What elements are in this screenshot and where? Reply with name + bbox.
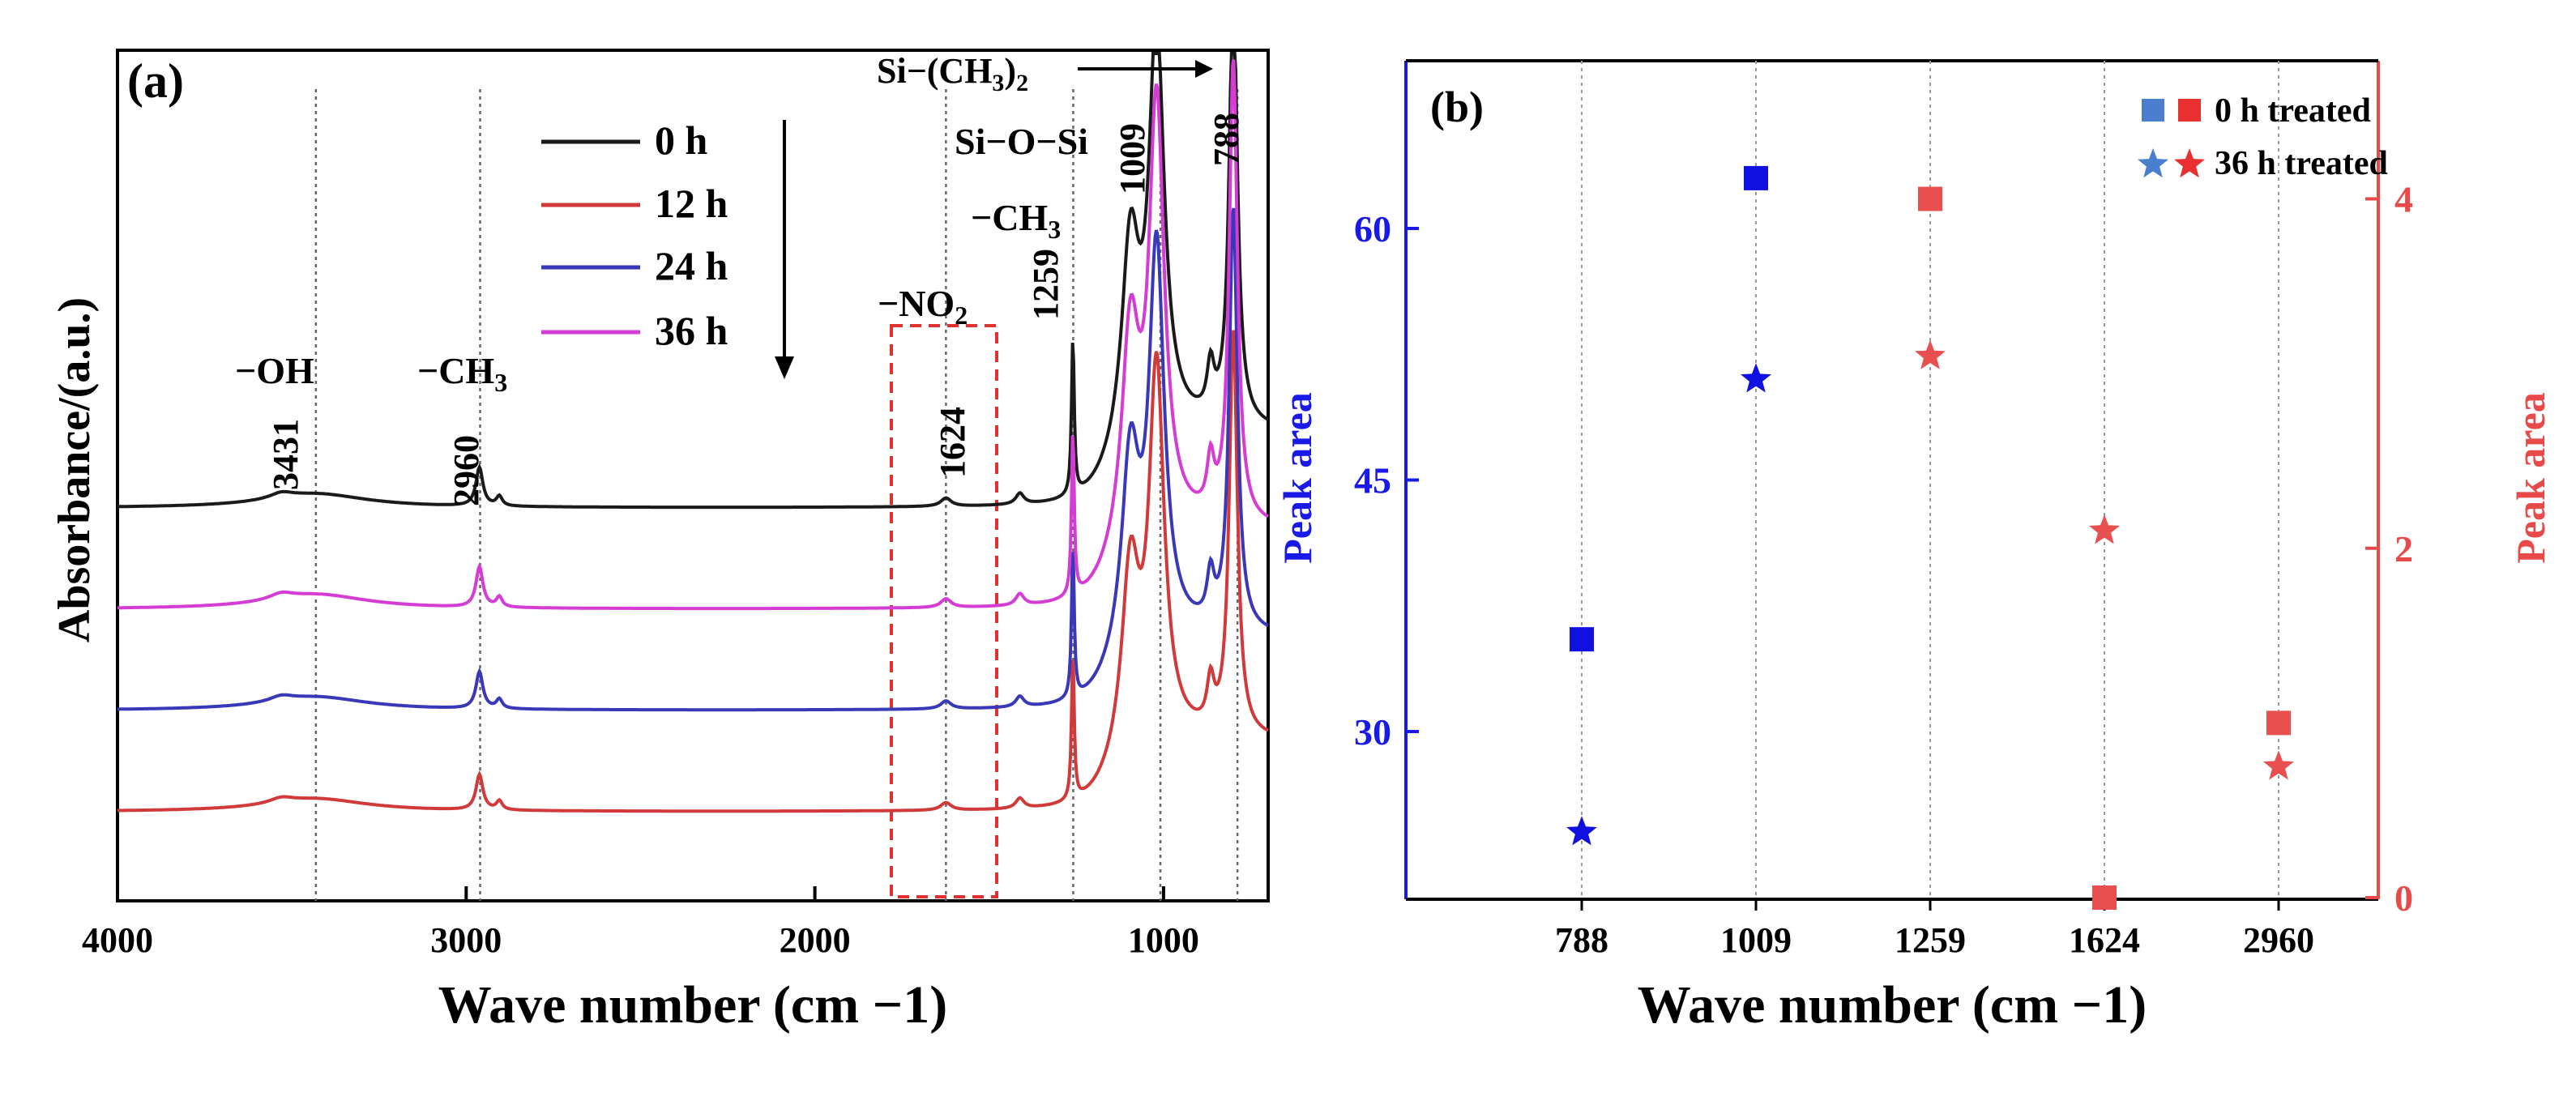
right-y-tick-label-4: 4 [2394, 179, 2413, 220]
x-tick-label-1259: 1259 [1895, 920, 1966, 960]
panel-a-x-ticks: 4000 3000 2000 1000 [82, 886, 1199, 960]
panel-b-x-axis-label: Wave number (cm −1) [1638, 975, 2147, 1035]
spectrum-36h [117, 59, 1269, 611]
legend-label-0h: 0 h [655, 117, 708, 163]
square-point-1009 [1744, 165, 1768, 190]
decrease-arrow-head [775, 356, 794, 379]
square-point-788 [1570, 627, 1594, 652]
legend-square-red [2178, 99, 2201, 122]
legend-label-24h: 24 h [655, 243, 728, 288]
panel-a-spectrum-curves [117, 52, 1270, 813]
panel-a-legend: 0 h 12 h 24 h 36 h [541, 117, 794, 379]
peak-label-1009: 1009 [1113, 123, 1152, 194]
left-y-tick-label-30: 30 [1354, 711, 1391, 753]
panel-b-gridlines [1581, 61, 2279, 899]
star-point-1624 [2089, 514, 2120, 544]
x-tick-label-1000: 1000 [1128, 920, 1199, 960]
panel-b-y-ticks: 30 45 60 0 2 4 [1354, 179, 2413, 919]
legend-label-36h-treated: 36 h treated [2215, 145, 2388, 182]
label-ch3-2960: −CH3 [417, 350, 507, 397]
x-tick-label-3000: 3000 [430, 920, 502, 960]
panel-a-label: (a) [127, 54, 184, 108]
star-point-1009 [1741, 363, 1771, 393]
peak-label-1259: 1259 [1026, 249, 1066, 320]
panel-b-right-y-axis-label: Peak area [2508, 392, 2553, 564]
legend-square-blue [2142, 99, 2164, 122]
square-point-1259 [1918, 186, 1942, 211]
right-y-tick-label-2: 2 [2394, 528, 2413, 570]
peak-label-788: 788 [1207, 113, 1246, 166]
label-si-o-si: Si−O−Si [955, 121, 1088, 162]
legend-label-0h-treated: 0 h treated [2215, 92, 2371, 130]
spectrum-0h [117, 52, 1270, 510]
star-point-788 [1566, 816, 1597, 846]
panel-b-data-points [1566, 165, 2294, 910]
x-tick-label-1009: 1009 [1720, 920, 1792, 960]
square-point-1624 [2092, 885, 2117, 910]
label-oh: −OH [235, 350, 314, 391]
x-tick-label-1624: 1624 [2069, 920, 2140, 960]
spectrum-24h [117, 207, 1269, 712]
si-ch3-arrow-head [1195, 60, 1213, 78]
x-tick-label-788: 788 [1555, 920, 1608, 960]
legend-label-12h: 12 h [655, 181, 728, 226]
spectrum-12h [117, 330, 1269, 813]
label-ch3-1259: −CH3 [971, 197, 1061, 244]
star-point-1259 [1915, 339, 1946, 369]
panel-b-label: (b) [1430, 83, 1484, 131]
right-y-tick-label-0: 0 [2394, 877, 2413, 919]
panel-a-spectra: (a) Absorbance/(a.u.) Wave number (cm −1… [49, 49, 1270, 1035]
square-point-2960 [2266, 710, 2291, 736]
legend-star-blue [2138, 148, 2168, 178]
legend-star-red [2174, 148, 2205, 178]
star-point-2960 [2263, 750, 2294, 780]
peak-label-1624: 1624 [933, 407, 972, 478]
x-tick-label-4000: 4000 [82, 920, 153, 960]
label-no2: −NO2 [878, 283, 968, 330]
left-y-tick-label-45: 45 [1354, 460, 1391, 501]
peak-label-2960: 2960 [446, 435, 486, 506]
panel-a-x-axis-label: Wave number (cm −1) [438, 975, 947, 1035]
panel-a-y-axis-label: Absorbance/(a.u.) [49, 297, 100, 642]
panel-b-legend: 0 h treated 36 h treated [2138, 92, 2388, 182]
x-tick-label-2960: 2960 [2243, 920, 2314, 960]
left-y-tick-label-60: 60 [1354, 208, 1391, 250]
panel-b-left-y-axis-label: Peak area [1275, 392, 1320, 564]
legend-label-36h: 36 h [655, 308, 728, 353]
panel-b-x-ticks: 788 1009 1259 1624 2960 [1555, 899, 2314, 960]
x-tick-label-2000: 2000 [780, 920, 851, 960]
panel-b-peak-area: (b) 30 45 60 0 2 4 788 1009 1259 1624 2960 Peak a… [1275, 59, 2553, 1035]
label-si-ch3-2: Si−(CH3)2 [877, 51, 1028, 96]
no2-highlight-box [890, 324, 998, 898]
panel-a-frame [116, 49, 1270, 902]
peak-label-3431: 3431 [266, 419, 305, 490]
